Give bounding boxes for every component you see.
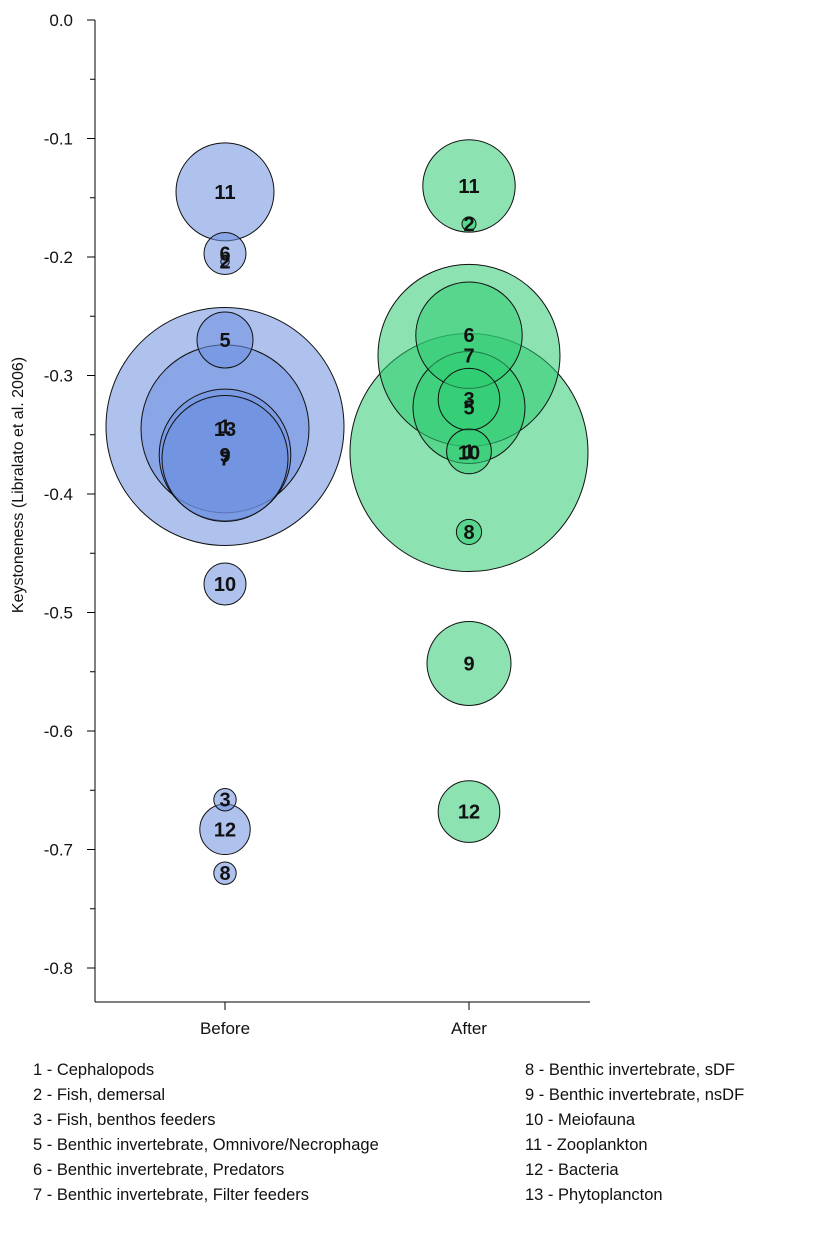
legend-item: 8 - Benthic invertebrate, sDF bbox=[525, 1061, 736, 1079]
x-axis: Before After bbox=[95, 1001, 590, 1038]
y-tick-label: -0.7 bbox=[44, 841, 73, 860]
bubble-label-9: 9 bbox=[219, 445, 230, 467]
bubble-label-3: 3 bbox=[463, 389, 474, 411]
y-tick-label: -0.1 bbox=[44, 130, 73, 149]
legend-item: 11 - Zooplankton bbox=[525, 1136, 648, 1154]
bubble-10 bbox=[203, 562, 247, 606]
bubble-11 bbox=[422, 139, 516, 233]
legend-item: 9 - Benthic invertebrate, nsDF bbox=[525, 1086, 745, 1104]
bubble-1 bbox=[446, 428, 492, 475]
bubble-5 bbox=[196, 311, 254, 369]
bubble-label-9: 9 bbox=[463, 653, 474, 675]
bubble-label-1: 1 bbox=[463, 441, 474, 463]
bubble-label-12: 12 bbox=[214, 819, 236, 841]
y-tick-label: -0.8 bbox=[44, 959, 73, 978]
x-tick-label: Before bbox=[200, 1019, 250, 1038]
bubble-label-7: 7 bbox=[219, 448, 230, 470]
bubble-label-10: 10 bbox=[458, 443, 480, 465]
legend: 1 - Cephalopods 2 - Fish, demersal 3 - F… bbox=[0, 1058, 817, 1238]
bubble-2 bbox=[461, 216, 477, 232]
bubble-2 bbox=[220, 257, 230, 267]
bubble-3 bbox=[213, 788, 237, 812]
legend-item: 10 - Meiofauna bbox=[525, 1111, 636, 1129]
bubble-label-11: 11 bbox=[458, 176, 479, 198]
bubble-label-2: 2 bbox=[463, 214, 474, 236]
bubble-9 bbox=[426, 620, 512, 706]
y-tick-label: 0.0 bbox=[49, 11, 73, 30]
legend-item: 3 - Fish, benthos feeders bbox=[33, 1111, 216, 1129]
bubble-8 bbox=[455, 518, 483, 546]
legend-column-right: 8 - Benthic invertebrate, sDF 9 - Benthi… bbox=[525, 1058, 744, 1208]
bubble-label-8: 8 bbox=[219, 863, 230, 885]
bubble-label-11: 11 bbox=[214, 182, 235, 204]
bubble-label-5: 5 bbox=[219, 330, 230, 352]
y-tick-label: -0.2 bbox=[44, 248, 73, 267]
y-tick-label: -0.5 bbox=[44, 604, 73, 623]
bubble-label-7: 7 bbox=[463, 345, 474, 367]
y-tick-label: -0.6 bbox=[44, 722, 73, 741]
bubble-label-13: 13 bbox=[214, 419, 236, 441]
legend-item: 7 - Benthic invertebrate, Filter feeders bbox=[33, 1186, 310, 1204]
bubble-label-2: 2 bbox=[219, 252, 230, 274]
legend-item: 12 - Bacteria bbox=[525, 1161, 619, 1179]
legend-item: 13 - Phytoplancton bbox=[525, 1186, 663, 1204]
keystoneness-bubble-chart: 0.0 -0.1 -0.2 -0.3 -0.4 -0.5 -0.6 -0.7 -0.8 Befo… bbox=[10, 11, 590, 1038]
y-tick-label: -0.4 bbox=[44, 485, 73, 504]
y-axis-title: Keystoneness (Libralato et al. 2006) bbox=[10, 357, 27, 613]
y-tick-label: -0.3 bbox=[44, 367, 73, 386]
bubble-8 bbox=[213, 861, 237, 885]
bubble-label-3: 3 bbox=[219, 790, 230, 812]
bubble-label-12: 12 bbox=[458, 802, 480, 824]
bubble-6 bbox=[203, 231, 247, 275]
bubble-label-6: 6 bbox=[463, 325, 474, 347]
legend-item: 2 - Fish, demersal bbox=[33, 1086, 166, 1104]
bubble-7 bbox=[161, 394, 289, 522]
bubble-label-6: 6 bbox=[219, 243, 230, 265]
legend-column-left: 1 - Cephalopods 2 - Fish, demersal 3 - F… bbox=[33, 1058, 379, 1208]
x-tick-label: After bbox=[451, 1019, 487, 1038]
bubble-label-1: 1 bbox=[219, 416, 230, 438]
bubble-label-10: 10 bbox=[214, 574, 236, 596]
bubble-12 bbox=[437, 780, 501, 843]
legend-item: 5 - Benthic invertebrate, Omnivore/Necro… bbox=[33, 1136, 379, 1154]
y-axis: 0.0 -0.1 -0.2 -0.3 -0.4 -0.5 -0.6 -0.7 -0.8 bbox=[44, 11, 96, 1002]
bubble-label-8: 8 bbox=[463, 522, 474, 544]
legend-item: 6 - Benthic invertebrate, Predators bbox=[33, 1161, 285, 1179]
legend-item: 1 - Cephalopods bbox=[33, 1061, 155, 1079]
bubble-label-5: 5 bbox=[463, 397, 474, 419]
bubble-series-before: 113 79 11 5 62 10 12 3 8 bbox=[105, 142, 345, 885]
